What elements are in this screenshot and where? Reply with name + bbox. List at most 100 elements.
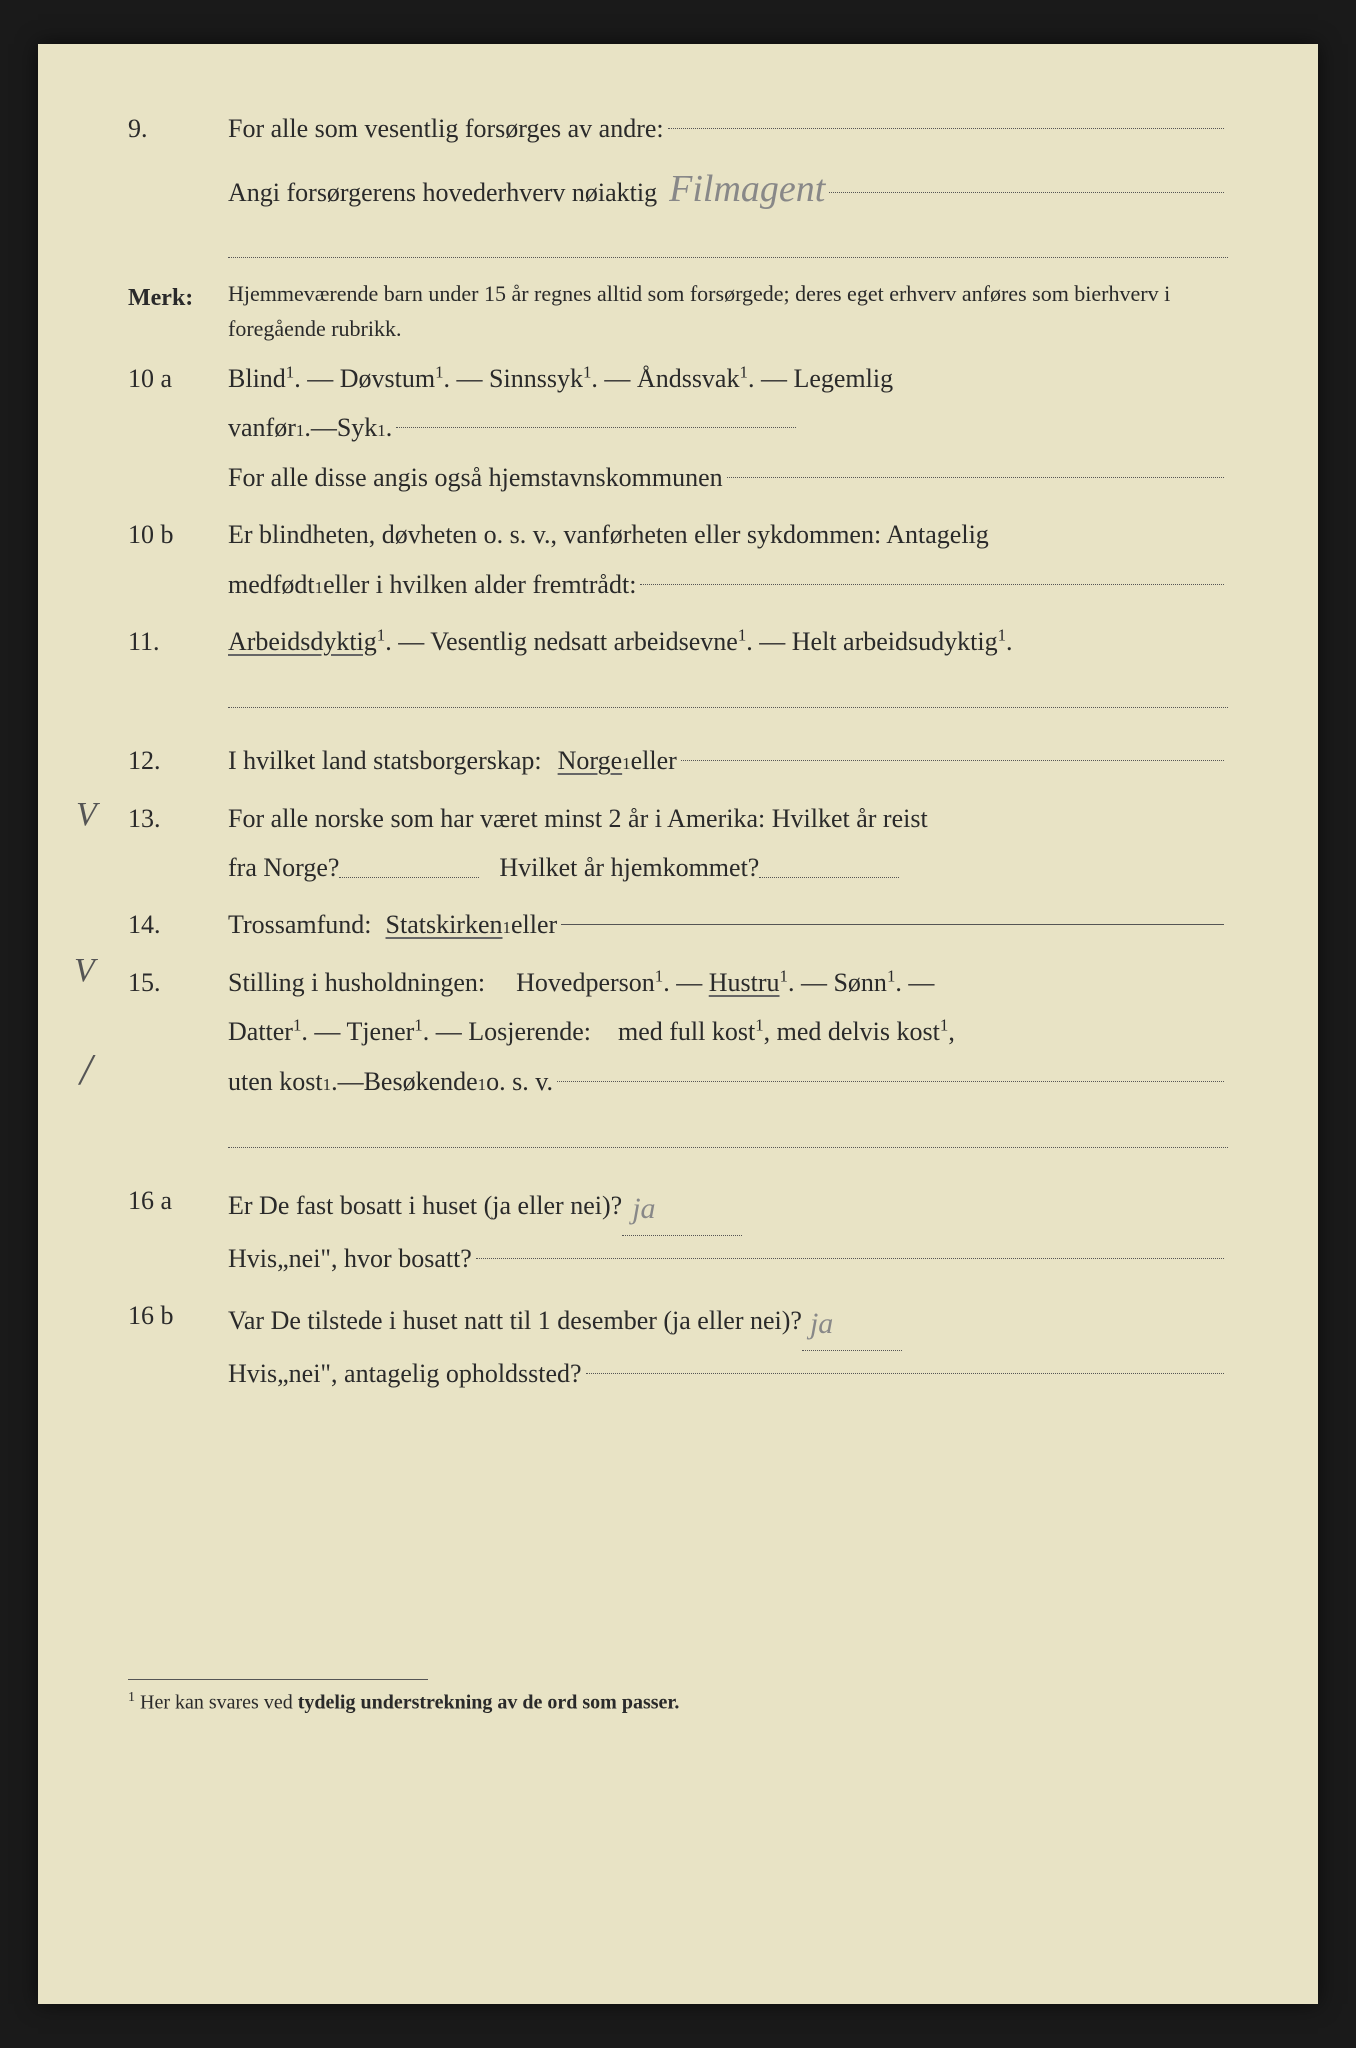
q10a-content: Blind1. — Døvstum1. — Sinnssyk1. — Åndss… [228, 354, 1228, 502]
question-14: 14. Trossamfund: Statskirken1 eller [128, 900, 1228, 949]
q12-text: I hvilket land statsborgerskap: [228, 736, 542, 785]
merk-text: Hjemmeværende barn under 15 år regnes al… [228, 276, 1228, 346]
question-15: 15. Stilling i husholdningen: Hovedperso… [128, 958, 1228, 1168]
q16b-handwritten-answer: ja [810, 1307, 833, 1340]
q10a-sinnssyk: Sinnssyk [489, 364, 583, 393]
q9-handwritten-answer: Filmagent [669, 153, 825, 225]
q14-margin-check: V [74, 952, 95, 990]
dash: — [307, 364, 340, 393]
q10a-blind: Blind [228, 364, 286, 393]
q16a-content: Er De fast bosatt i huset (ja eller nei)… [228, 1176, 1228, 1283]
q15-osv: o. s. v. [486, 1057, 553, 1106]
q14-number: 14. [128, 900, 228, 949]
q11-nedsatt: Vesentlig nedsatt arbeidsevne [430, 627, 738, 656]
q10b-number: 10 b [128, 510, 228, 609]
q10b-line2b: eller i hvilken alder fremtrådt: [323, 560, 636, 609]
q15-text: Stilling i husholdningen: [228, 968, 485, 997]
q14-text: Trossamfund: [228, 900, 372, 949]
q13-dotted-2 [759, 877, 899, 878]
q9-number: 9. [128, 104, 228, 273]
q16a-hvor: , hvor bosatt? [331, 1234, 472, 1283]
q16a-handwritten-answer: ja [632, 1192, 655, 1225]
q11-udyktig: Helt arbeidsudyktig [792, 627, 998, 656]
q16b-text: Var De tilstede i huset natt til 1 desem… [228, 1296, 802, 1345]
q13-number: 13. [128, 794, 228, 893]
q15-losjerende: Losjerende: [468, 1017, 591, 1046]
q16a-dotted-1: ja [622, 1178, 742, 1236]
q12-norge: Norge [558, 736, 623, 785]
q10a-dotted [396, 427, 796, 428]
q16b-content: Var De tilstede i huset natt til 1 desem… [228, 1291, 1228, 1398]
census-form-page: 9. For alle som vesentlig forsørges av a… [38, 44, 1318, 2004]
q15-margin-check: / [80, 1044, 92, 1095]
q10b-dotted [640, 584, 1224, 585]
q10a-dotted-2 [727, 477, 1224, 478]
question-16a: 16 a Er De fast bosatt i huset (ja eller… [128, 1176, 1228, 1283]
q9-dotted-3 [228, 256, 1228, 258]
q15-uten-kost: uten kost [228, 1057, 323, 1106]
q15-sonn: Sønn [833, 968, 886, 997]
q16b-ophold: , antagelig opholdssted? [331, 1349, 582, 1398]
footnote-text: Her kan svares ved [140, 1691, 298, 1713]
footnote-bold: tydelig understrekning av de ord som pas… [298, 1691, 680, 1713]
q15-full-kost: med full kost [618, 1017, 755, 1046]
question-9: 9. For alle som vesentlig forsørges av a… [128, 104, 1228, 273]
q12-eller: eller [631, 736, 677, 785]
q10b-medfodt: medfødt [228, 560, 315, 609]
q15-dotted-full [228, 1146, 1228, 1148]
q10a-syk: Syk [337, 403, 377, 452]
question-10a: 10 a Blind1. — Døvstum1. — Sinnssyk1. — … [128, 354, 1228, 502]
q14-content: Trossamfund: Statskirken1 eller [228, 900, 1228, 949]
q16b-number: 16 b [128, 1291, 228, 1398]
q14-eller: eller [511, 900, 557, 949]
sup: 1 [286, 362, 294, 381]
q11-dotted-full [228, 706, 1228, 708]
q11-arbeidsdyktig: Arbeidsdyktig [228, 627, 377, 656]
q10a-number: 10 a [128, 354, 228, 502]
merk-note: Merk: Hjemmeværende barn under 15 år reg… [128, 276, 1228, 346]
q16b-dotted-1: ja [802, 1293, 902, 1351]
q9-line2: Angi forsørgerens hovederhverv nøiaktig [228, 168, 657, 217]
q10a-vanfor: vanfør [228, 403, 296, 452]
footnote-num: 1 [128, 1690, 135, 1705]
q15-number: 15. [128, 958, 228, 1168]
footnote-rule [128, 1679, 428, 1680]
q10b-content: Er blindheten, døvheten o. s. v., vanfør… [228, 510, 1228, 609]
q12-margin-check: V [76, 796, 97, 834]
q15-tjener: Tjener [346, 1017, 414, 1046]
q12-number: 12. [128, 736, 228, 785]
footnote: 1 Her kan svares ved tydelig understrekn… [128, 1690, 1228, 1715]
q13-from: fra Norge? [228, 843, 339, 892]
q16a-hvis: Hvis [228, 1234, 277, 1283]
question-16b: 16 b Var De tilstede i huset natt til 1 … [128, 1291, 1228, 1398]
q14-statskirken: Statskirken [386, 900, 503, 949]
q16a-number: 16 a [128, 1176, 228, 1283]
merk-label: Merk: [128, 276, 228, 346]
q11-number: 11. [128, 617, 228, 728]
q16a-dotted-2 [476, 1258, 1224, 1259]
q15-content: Stilling i husholdningen: Hovedperson1. … [228, 958, 1228, 1168]
q10a-andssvak: Åndssvak [637, 364, 740, 393]
q10a-line3: For alle disse angis også hjemstavnskomm… [228, 453, 723, 502]
q11-content: Arbeidsdyktig1. — Vesentlig nedsatt arbe… [228, 617, 1228, 728]
q9-dotted-2 [829, 192, 1224, 193]
q9-dotted-1 [668, 128, 1224, 129]
q13-home: Hvilket år hjemkommet? [499, 843, 759, 892]
q9-line1: For alle som vesentlig forsørges av andr… [228, 104, 664, 153]
q15-delvis-kost: med delvis kost [777, 1017, 940, 1046]
q10a-legemlig: Legemlig [793, 364, 893, 393]
q15-hustru: Hustru [709, 968, 780, 997]
question-10b: 10 b Er blindheten, døvheten o. s. v., v… [128, 510, 1228, 609]
q16a-text: Er De fast bosatt i huset (ja eller nei)… [228, 1181, 622, 1230]
q15-dotted [557, 1081, 1224, 1082]
q10b-line1: Er blindheten, døvheten o. s. v., vanfør… [228, 510, 1228, 559]
question-12: 12. I hvilket land statsborgerskap: Norg… [128, 736, 1228, 785]
q15-datter: Datter [228, 1017, 293, 1046]
q15-hovedperson: Hovedperson [516, 968, 655, 997]
q14-line [561, 924, 1224, 925]
question-13: 13. For alle norske som har været minst … [128, 794, 1228, 893]
q12-dotted [681, 760, 1224, 761]
q13-line1: For alle norske som har været minst 2 år… [228, 794, 1228, 843]
q9-content: For alle som vesentlig forsørges av andr… [228, 104, 1228, 273]
q15-besokende: Besøkende [364, 1057, 478, 1106]
